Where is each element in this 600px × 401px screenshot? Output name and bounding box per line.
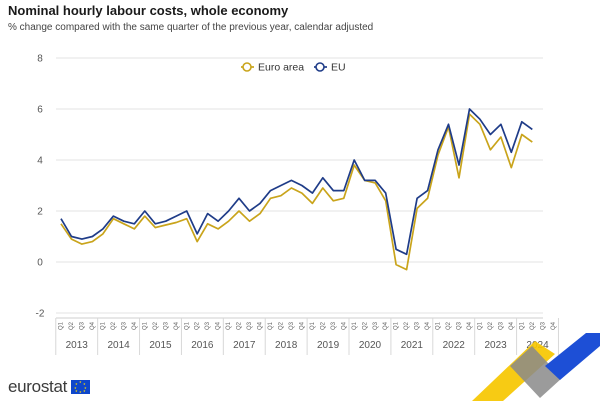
quarter-tick-label: Q1 [142,321,148,330]
gridlines [56,57,543,314]
year-tick-label: 2020 [359,340,382,351]
quarter-tick-label: Q3 [331,321,337,330]
quarter-tick-label: Q3 [457,321,463,330]
year-tick-label: 2017 [233,340,256,351]
quarter-tick-label: Q3 [415,321,421,330]
quarter-tick-label: Q4 [509,321,515,330]
chart-title: Nominal hourly labour costs, whole econo… [8,3,289,18]
y-tick-label: 4 [37,156,43,167]
legend-label[interactable]: Euro area [258,62,304,74]
quarter-tick-label: Q2 [195,321,201,330]
quarter-tick-label: Q3 [80,321,86,330]
series-line-euro-area [60,113,533,271]
y-tick-label: 2 [37,207,43,218]
legend[interactable]: Euro area EU [241,62,346,74]
legend-marker [242,62,252,72]
legend-label[interactable]: EU [331,62,346,74]
year-tick-label: 2015 [149,340,172,351]
quarter-tick-label: Q2 [530,321,536,330]
quarter-tick-label: Q4 [425,321,431,330]
y-tick-label: 6 [37,105,43,116]
year-tick-label: 2019 [317,340,340,351]
quarter-tick-label: Q4 [467,321,473,330]
quarter-tick-label: Q4 [258,321,264,330]
logo-text: eurostat [8,377,68,396]
quarter-tick-label: Q3 [540,321,546,330]
quarter-tick-label: Q2 [237,321,243,330]
quarter-tick-label: Q1 [519,321,525,330]
quarter-tick-label: Q2 [488,321,494,330]
quarter-tick-label: Q2 [279,321,285,330]
year-tick-label: 2018 [275,340,298,351]
decor-blue-stripe [545,333,600,380]
quarter-tick-label: Q2 [320,321,326,330]
quarter-tick-label: Q3 [289,321,295,330]
quarter-tick-label: Q2 [153,321,159,330]
year-tick-label: 2014 [107,340,130,351]
quarter-tick-label: Q4 [174,321,180,330]
quarter-tick-label: Q3 [163,321,169,330]
quarter-tick-label: Q3 [373,321,379,330]
quarter-tick-label: Q3 [205,321,211,330]
quarter-tick-label: Q1 [394,321,400,330]
eu-flag-icon: ★ ★ ★ ★ ★ ★ ★ ★ [71,380,91,394]
quarter-tick-label: Q2 [111,321,117,330]
y-tick-label: -2 [36,309,45,320]
quarter-tick-label: Q3 [121,321,127,330]
quarter-tick-label: Q2 [69,321,75,330]
quarter-tick-label: Q4 [90,321,96,330]
legend-marker [315,62,325,72]
eurostat-decoration [472,333,600,401]
quarter-tick-label: Q1 [59,321,65,330]
decor-grey-stripe [510,346,562,398]
quarter-tick-label: Q3 [247,321,253,330]
eurostat-logo: eurostat ★ ★ ★ ★ ★ ★ ★ ★ [8,377,91,397]
quarter-tick-label: Q1 [268,321,274,330]
y-axis-ticks: 8 6 4 2 0 -2 [36,54,45,320]
quarter-tick-label: Q3 [498,321,504,330]
quarter-tick-label: Q1 [310,321,316,330]
quarter-tick-label: Q4 [132,321,138,330]
quarter-tick-label: Q1 [352,321,358,330]
quarter-tick-label: Q2 [362,321,368,330]
quarter-tick-label: Q4 [299,321,305,330]
quarter-tick-label: Q1 [226,321,232,330]
year-tick-label: 2023 [485,340,508,351]
quarter-tick-label: Q2 [404,321,410,330]
quarter-tick-label: Q1 [184,321,190,330]
series-line-eu [60,108,533,256]
quarter-tick-label: Q4 [551,321,557,330]
quarter-tick-label: Q4 [341,321,347,330]
quarter-tick-label: Q2 [446,321,452,330]
quarter-tick-label: Q1 [478,321,484,330]
quarter-tick-label: Q4 [216,321,222,330]
x-axis: Q1 Q2 Q3 Q4 2013 Q1 Q2 Q3 Q4 2014 Q1 Q2 Q3 Q4 2015 Q1 Q2… [55,317,559,355]
quarter-tick-label: Q1 [100,321,106,330]
year-tick-label: 2016 [191,340,214,351]
quarter-tick-label: Q1 [436,321,442,330]
y-tick-label: 8 [37,54,43,65]
quarter-tick-label: Q4 [383,321,389,330]
year-tick-label: 2022 [443,340,466,351]
year-tick-label: 2013 [66,340,89,351]
year-tick-label: 2021 [401,340,424,351]
chart-subtitle: % change compared with the same quarter … [8,22,374,33]
y-tick-label: 0 [37,258,43,269]
series-lines [60,108,533,271]
